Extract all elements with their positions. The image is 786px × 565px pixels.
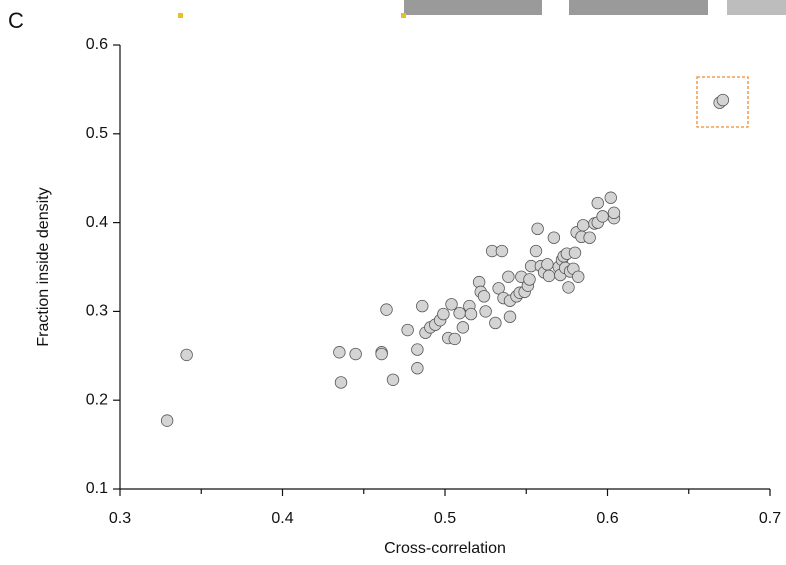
point bbox=[477, 290, 491, 303]
point bbox=[495, 244, 509, 258]
y-tick-label: 0.2 bbox=[86, 391, 108, 408]
point bbox=[375, 347, 388, 361]
marker-square bbox=[178, 13, 183, 18]
point bbox=[380, 303, 393, 316]
y-tick-label: 0.1 bbox=[86, 480, 108, 497]
point bbox=[349, 347, 362, 361]
point bbox=[604, 191, 617, 204]
point bbox=[333, 346, 346, 359]
x-tick-label: 0.6 bbox=[596, 510, 618, 527]
point bbox=[411, 362, 424, 375]
y-tick-label: 0.6 bbox=[86, 36, 108, 53]
thumbnail bbox=[569, 0, 708, 15]
point bbox=[416, 299, 429, 313]
point bbox=[479, 305, 492, 318]
point bbox=[716, 93, 730, 107]
point bbox=[529, 244, 543, 258]
y-tick-label: 0.5 bbox=[86, 125, 108, 142]
point bbox=[503, 310, 517, 323]
point bbox=[445, 298, 458, 311]
y-tick-label: 0.3 bbox=[86, 303, 108, 320]
point bbox=[464, 307, 478, 321]
point bbox=[386, 373, 400, 386]
point bbox=[562, 281, 575, 294]
point bbox=[523, 273, 536, 286]
point bbox=[492, 282, 505, 295]
point bbox=[334, 376, 348, 389]
point bbox=[607, 206, 621, 220]
highlight-box bbox=[696, 76, 749, 128]
point bbox=[531, 222, 544, 236]
thumbnail bbox=[727, 0, 786, 15]
x-tick-label: 0.4 bbox=[271, 510, 293, 527]
point bbox=[572, 270, 585, 283]
point bbox=[437, 307, 450, 321]
point bbox=[180, 348, 193, 362]
point bbox=[541, 258, 554, 271]
point bbox=[448, 332, 461, 346]
x-axis-title: Cross-correlation bbox=[384, 540, 506, 557]
x-tick-label: 0.7 bbox=[759, 510, 781, 527]
point bbox=[453, 306, 466, 320]
panel-label: C bbox=[8, 8, 24, 33]
point bbox=[502, 270, 515, 283]
point bbox=[489, 316, 502, 330]
point bbox=[576, 219, 590, 232]
y-axis-title: Fraction inside density bbox=[35, 187, 52, 346]
point bbox=[542, 269, 556, 283]
x-tick-label: 0.5 bbox=[434, 510, 456, 527]
y-tick-label: 0.4 bbox=[86, 214, 108, 231]
point bbox=[401, 323, 414, 337]
point bbox=[456, 321, 470, 334]
point bbox=[568, 246, 582, 259]
x-tick-label: 0.3 bbox=[109, 510, 131, 527]
point bbox=[583, 231, 596, 244]
marker-square bbox=[401, 13, 406, 18]
point bbox=[596, 210, 609, 223]
point bbox=[591, 196, 604, 210]
point bbox=[547, 231, 561, 244]
point bbox=[160, 414, 174, 427]
point bbox=[411, 343, 424, 356]
thumbnail bbox=[404, 0, 542, 15]
